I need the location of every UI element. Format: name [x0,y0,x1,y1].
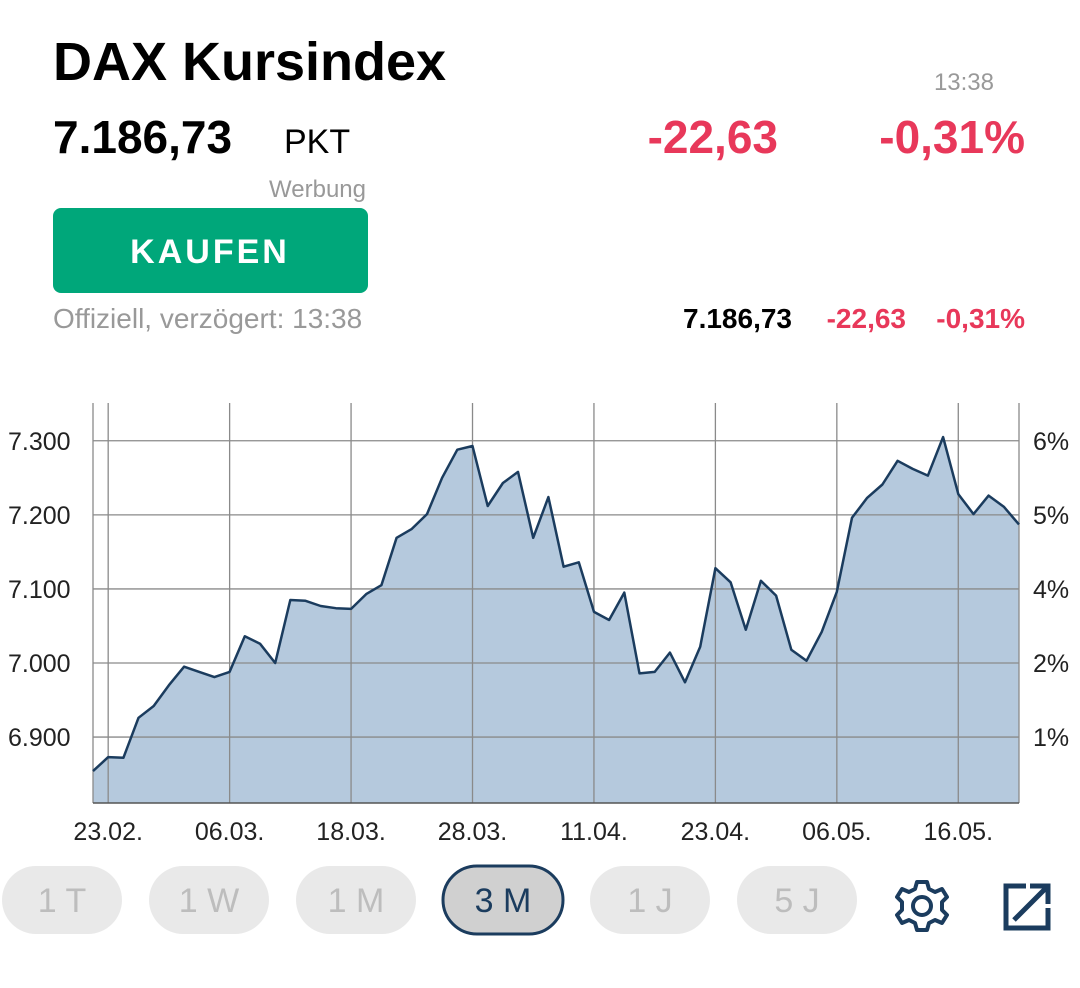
y-tick-label: 7.000 [8,650,71,678]
y-tick-label: 7.300 [8,428,71,456]
range-button[interactable] [737,866,857,934]
unit: PKT [284,123,350,161]
x-tick-label: 11.04. [560,818,628,846]
summary-price: 7.186,73 [683,303,792,334]
range-button[interactable] [296,866,416,934]
summary-change-pct: -0,31% [936,303,1025,334]
price: 7.186,73 [53,111,232,163]
range-button[interactable] [441,864,565,936]
y-tick-label: 7.200 [8,502,71,530]
x-tick-label: 18.03. [316,818,386,846]
x-tick-label: 23.02. [73,818,143,846]
y2-tick-label: 4% [1033,576,1069,604]
range-button-label[interactable]: 5 J [774,882,819,920]
price-line [92,435,1020,773]
official-note: Offiziell, verzögert: 13:38 [53,303,362,334]
range-button[interactable] [2,866,122,934]
range-button[interactable] [590,866,710,934]
y2-tick-label: 2% [1033,650,1069,678]
buy-button[interactable]: KAUFEN [53,208,368,293]
settings-icon-gear[interactable] [895,880,949,932]
y2-tick-label: 6% [1033,428,1069,456]
time: 13:38 [934,69,994,96]
y2-tick-label: 1% [1033,724,1069,752]
open-external-box[interactable] [1003,883,1051,931]
range-button-label[interactable]: 1 J [627,882,672,920]
x-tick-label: 23.04. [681,818,751,846]
range-button[interactable] [149,866,269,934]
y-tick-label: 6.900 [8,724,71,752]
x-tick-label: 06.03. [195,818,265,846]
range-button-label[interactable]: 3 M [475,882,532,920]
buy-button-label[interactable]: KAUFEN [130,233,290,271]
ad-label: Werbung [269,176,366,203]
range-button-label[interactable]: 1 M [328,882,385,920]
change-pct: -0,31% [879,111,1025,163]
range-button-label[interactable]: 1 W [179,882,239,920]
x-tick-label: 06.05. [802,818,872,846]
range-buttons: 1 T 1 W 1 M 3 M 1 J 5 J [2,864,857,936]
title: DAX Kursindex [53,32,446,92]
open-external-icon[interactable] [1003,883,1051,931]
area-fill [93,437,1019,803]
y-tick-label: 7.100 [8,576,71,604]
x-tick-label: 16.05. [924,818,994,846]
summary-change: -22,63 [827,303,906,334]
chart: 7.300 6% 7.200 5% 7.100 4% 7.000 2% 6.900 1% 23.02… [8,403,1069,846]
range-button-label[interactable]: 1 T [38,882,87,920]
open-external-arrow[interactable] [1012,883,1051,922]
buy-button-bg[interactable] [53,208,368,293]
settings-icon-center[interactable] [911,895,933,917]
settings-icon[interactable] [895,880,949,932]
y2-tick-label: 5% [1033,502,1069,530]
x-tick-label: 28.03. [438,818,508,846]
change: -22,63 [648,111,778,163]
